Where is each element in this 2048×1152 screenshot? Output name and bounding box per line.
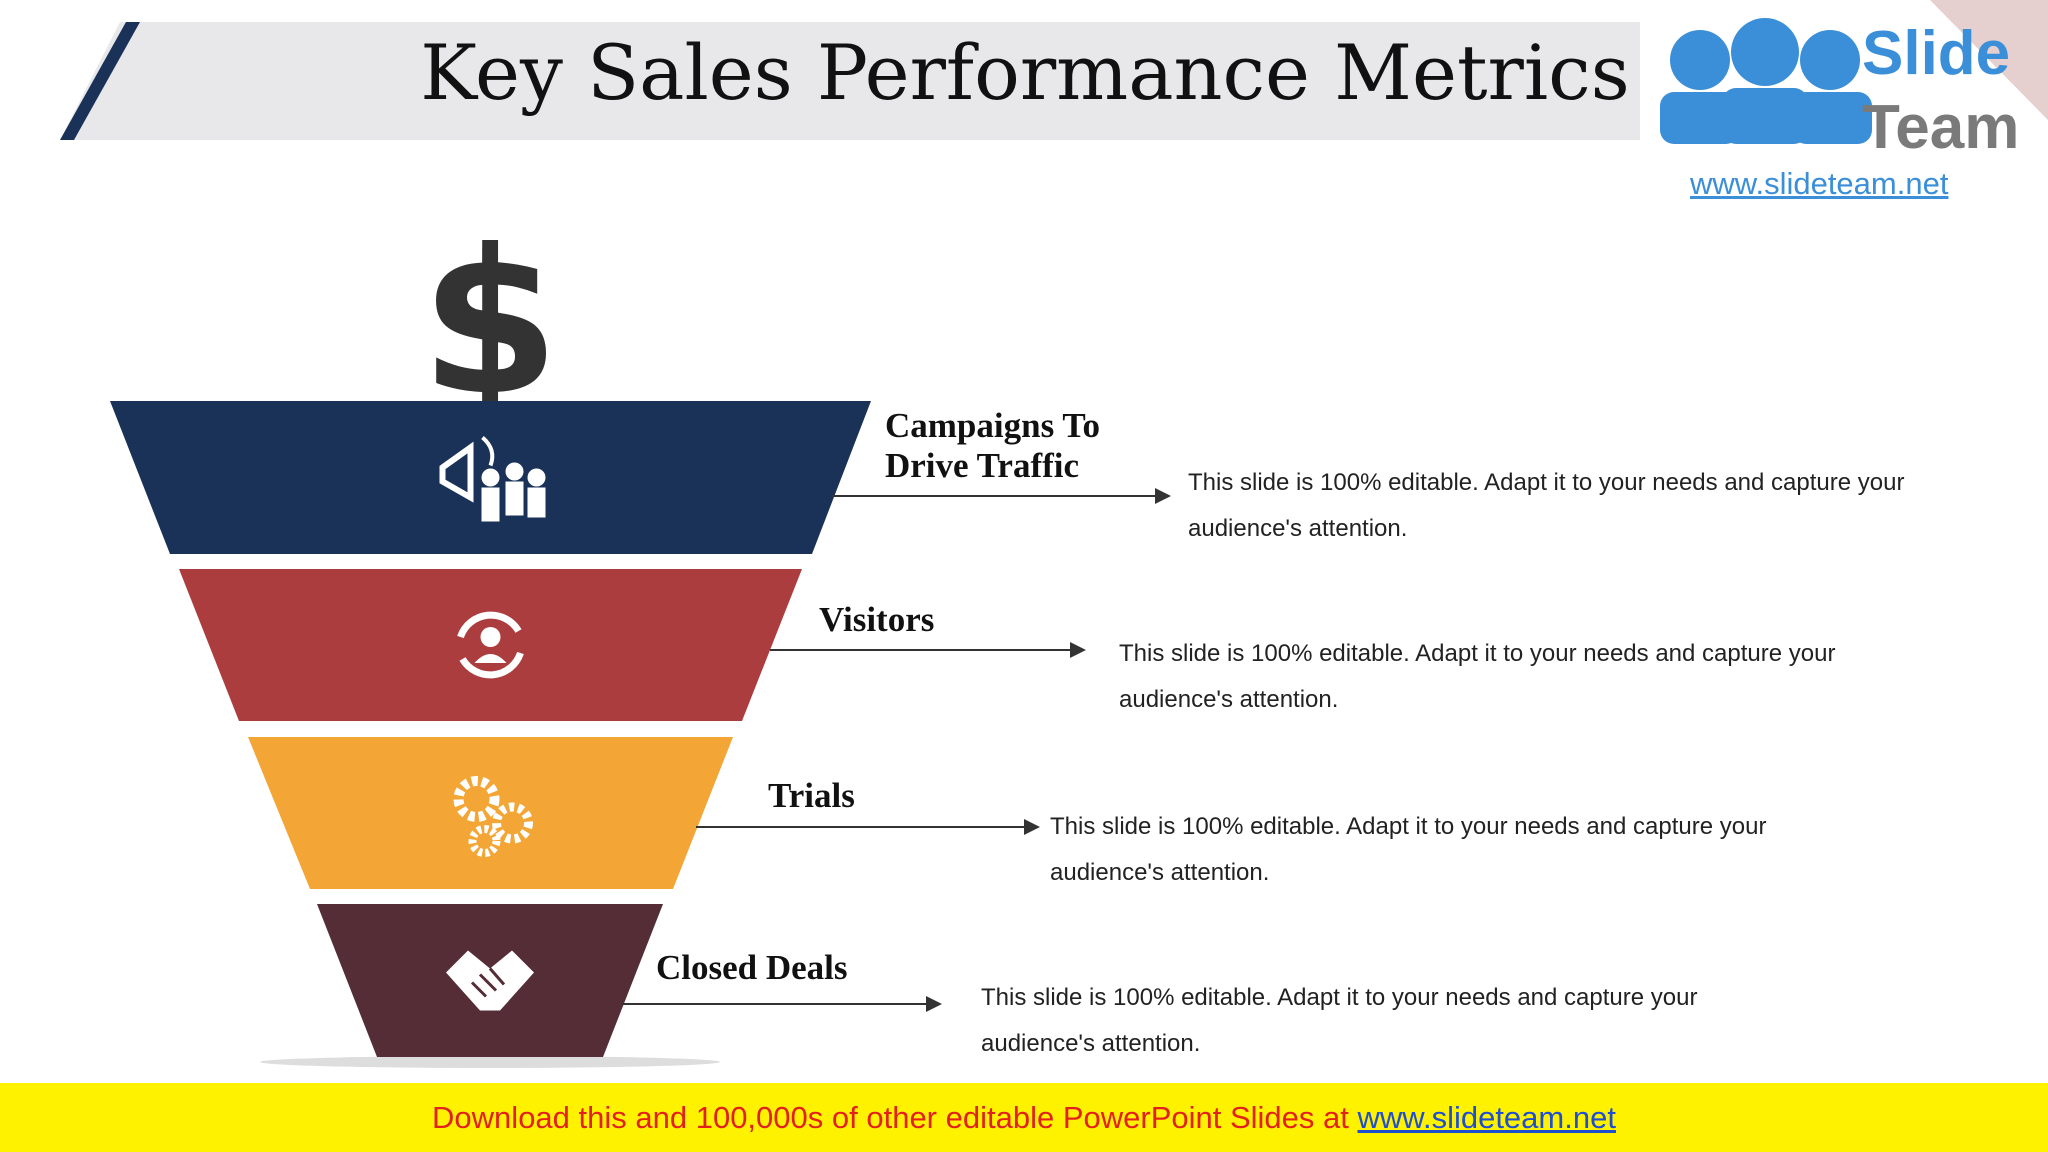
stage-description: This slide is 100% editable. Adapt it to… bbox=[1188, 469, 1905, 542]
logo-corner bbox=[1930, 0, 2048, 120]
stage-description: This slide is 100% editable. Adapt it to… bbox=[1119, 640, 1836, 713]
stage-label: Trials bbox=[768, 776, 855, 815]
title-band bbox=[60, 22, 1640, 140]
stage-description: This slide is 100% editable. Adapt it to… bbox=[1050, 813, 1767, 886]
page-number: 17 bbox=[1928, 76, 1955, 103]
logo-word: Slide bbox=[1862, 19, 2011, 88]
stage-label: Visitors bbox=[819, 600, 935, 639]
title-accent bbox=[60, 22, 140, 140]
footer-link[interactable]: www.slideteam.net bbox=[1357, 1100, 1616, 1135]
footer-text: Download this and 100,000s of other edit… bbox=[432, 1100, 1349, 1135]
logo-word: Team bbox=[1862, 93, 2020, 162]
stage-label: Closed Deals bbox=[656, 948, 848, 987]
stage-icon bbox=[457, 611, 524, 679]
logo-url[interactable]: www.slideteam.net bbox=[1690, 166, 1949, 201]
stage-label: Campaigns To Drive Traffic bbox=[885, 406, 1100, 485]
funnel-shadow bbox=[260, 1056, 720, 1068]
stage-icon bbox=[439, 435, 546, 522]
footer: Download this and 100,000s of other edit… bbox=[0, 1083, 2048, 1152]
logo-people bbox=[1660, 18, 1872, 144]
stage-icon bbox=[453, 776, 533, 857]
stage-description: This slide is 100% editable. Adapt it to… bbox=[981, 984, 1698, 1057]
title: Key Sales Performance Metrics bbox=[420, 28, 1630, 117]
stage-icon bbox=[446, 950, 534, 1011]
